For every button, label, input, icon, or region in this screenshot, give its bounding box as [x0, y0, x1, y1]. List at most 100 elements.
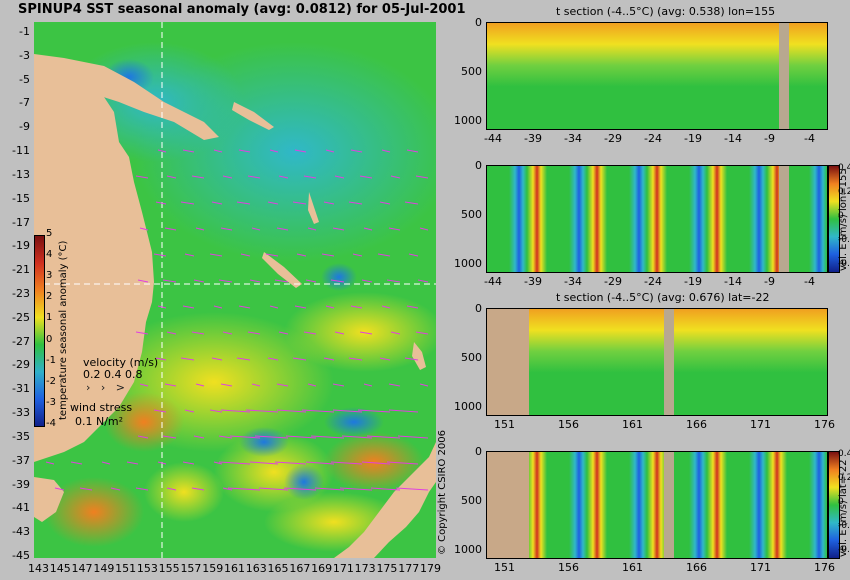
map-colorbar — [34, 235, 45, 427]
section-plot[interactable] — [486, 22, 828, 130]
lon-tick-label: 147 — [71, 562, 93, 575]
wind-arrow — [303, 175, 317, 179]
wind-arrow — [301, 409, 335, 413]
wind-arrow — [126, 461, 139, 465]
section-plot[interactable] — [486, 308, 828, 416]
section-x-tick: -34 — [564, 275, 582, 288]
anomaly-blob — [321, 263, 357, 291]
wind-arrow — [249, 279, 261, 283]
wind-arrow — [267, 357, 279, 361]
wind-arrow — [339, 487, 373, 491]
lat-tick-label: -15 — [12, 191, 30, 205]
lon-tick-label: 171 — [332, 562, 354, 575]
wind-arrow — [321, 253, 335, 257]
lon-tick-label: 173 — [354, 562, 376, 575]
wind-arrows — [45, 149, 429, 491]
wind-arrow — [193, 279, 205, 283]
wind-arrow — [247, 331, 261, 335]
wind-arrow — [341, 435, 373, 439]
wind-arrow — [417, 279, 429, 283]
wind-arrow — [359, 175, 373, 179]
wind-arrow — [211, 357, 223, 361]
wind-arrow — [164, 227, 177, 231]
pacific-islands — [412, 342, 426, 370]
wind-arrow — [222, 487, 233, 491]
wind-arrow — [386, 461, 419, 465]
wind-arrow — [209, 409, 223, 413]
wind-arrow — [135, 487, 149, 491]
lat-tick-label: -39 — [12, 477, 30, 491]
section-x-tick: -9 — [764, 132, 775, 145]
lat-tick-label: -9 — [19, 120, 30, 134]
section-x-tick: -19 — [684, 275, 702, 288]
wind-arrow — [406, 149, 419, 153]
wind-arrow — [332, 409, 363, 413]
wind-arrow — [236, 201, 251, 205]
lon-tick-label: 149 — [93, 562, 115, 575]
lat-tick-label: -45 — [12, 549, 30, 562]
wind-arrow — [213, 461, 223, 465]
wind-arrow — [303, 331, 317, 335]
wind-arrow — [157, 305, 167, 309]
wind-arrow — [191, 487, 205, 491]
lat-tick-label: -3 — [19, 48, 30, 62]
wind-arrow — [238, 305, 251, 309]
wind-arrow — [415, 331, 429, 335]
wind-arrow — [195, 383, 205, 387]
new-caledonia — [262, 252, 302, 288]
section-plot[interactable] — [486, 165, 828, 273]
lon-tick-label: 161 — [224, 562, 245, 575]
wind-arrow — [222, 331, 233, 335]
velocity-colorbar — [828, 165, 840, 273]
section-x-tick: -29 — [604, 132, 622, 145]
anomaly-blob — [239, 427, 289, 457]
wind-arrow — [213, 305, 223, 309]
missing-data-bar — [779, 23, 790, 129]
wind-arrow — [323, 201, 335, 205]
map-plot[interactable] — [34, 22, 436, 558]
wind-arrow — [330, 461, 363, 465]
wind-arrow — [180, 357, 195, 361]
lon-tick-label: 165 — [267, 562, 289, 575]
section-x-tick: -34 — [564, 132, 582, 145]
wind-arrow — [323, 357, 335, 361]
wind-arrow — [274, 279, 289, 283]
land-section — [487, 452, 529, 558]
section-x-tick: 171 — [750, 418, 771, 431]
wind-arrow — [184, 253, 195, 257]
wind-arrow — [352, 253, 363, 257]
map-colorbar-tick: -1 — [46, 354, 56, 366]
map-colorbar-tick: -3 — [46, 396, 56, 408]
wind-arrow — [153, 253, 167, 257]
section-y-tick: 500 — [461, 351, 482, 364]
wind-arrow — [419, 227, 429, 231]
wind-arrow — [381, 305, 391, 309]
velocity-colorbar-label: vel. E (m/s) lat=-22 — [838, 459, 849, 557]
section-y-tick: 1000 — [454, 543, 482, 556]
lon-tick-label: 179 — [420, 562, 441, 575]
section-x-tick: 151 — [494, 418, 515, 431]
wind-arrow — [366, 435, 401, 439]
wind-arrow — [267, 201, 279, 205]
map-colorbar-tick: -2 — [46, 375, 56, 387]
australia-landmass — [34, 62, 154, 462]
wind-arrow — [381, 149, 391, 153]
wind-arrow — [195, 227, 205, 231]
wind-arrow — [220, 409, 251, 413]
wind-arrow — [388, 409, 419, 413]
wind-arrow — [155, 357, 167, 361]
wind-arrow — [397, 435, 429, 439]
wind-arrow — [258, 487, 289, 491]
lat-tick-label: -13 — [12, 167, 30, 181]
section-x-tick: -44 — [484, 132, 502, 145]
wind-arrow — [330, 279, 345, 283]
wind-arrow — [162, 435, 177, 439]
section-y-tick: 1000 — [454, 400, 482, 413]
wind-arrow — [307, 227, 317, 231]
lat-tick-label: -29 — [12, 358, 30, 372]
wind-arrow — [218, 279, 233, 283]
map-colorbar-tick: -4 — [46, 418, 56, 429]
wind-arrow — [135, 331, 149, 335]
section-plot[interactable] — [486, 451, 828, 559]
wind-arrow — [334, 175, 345, 179]
